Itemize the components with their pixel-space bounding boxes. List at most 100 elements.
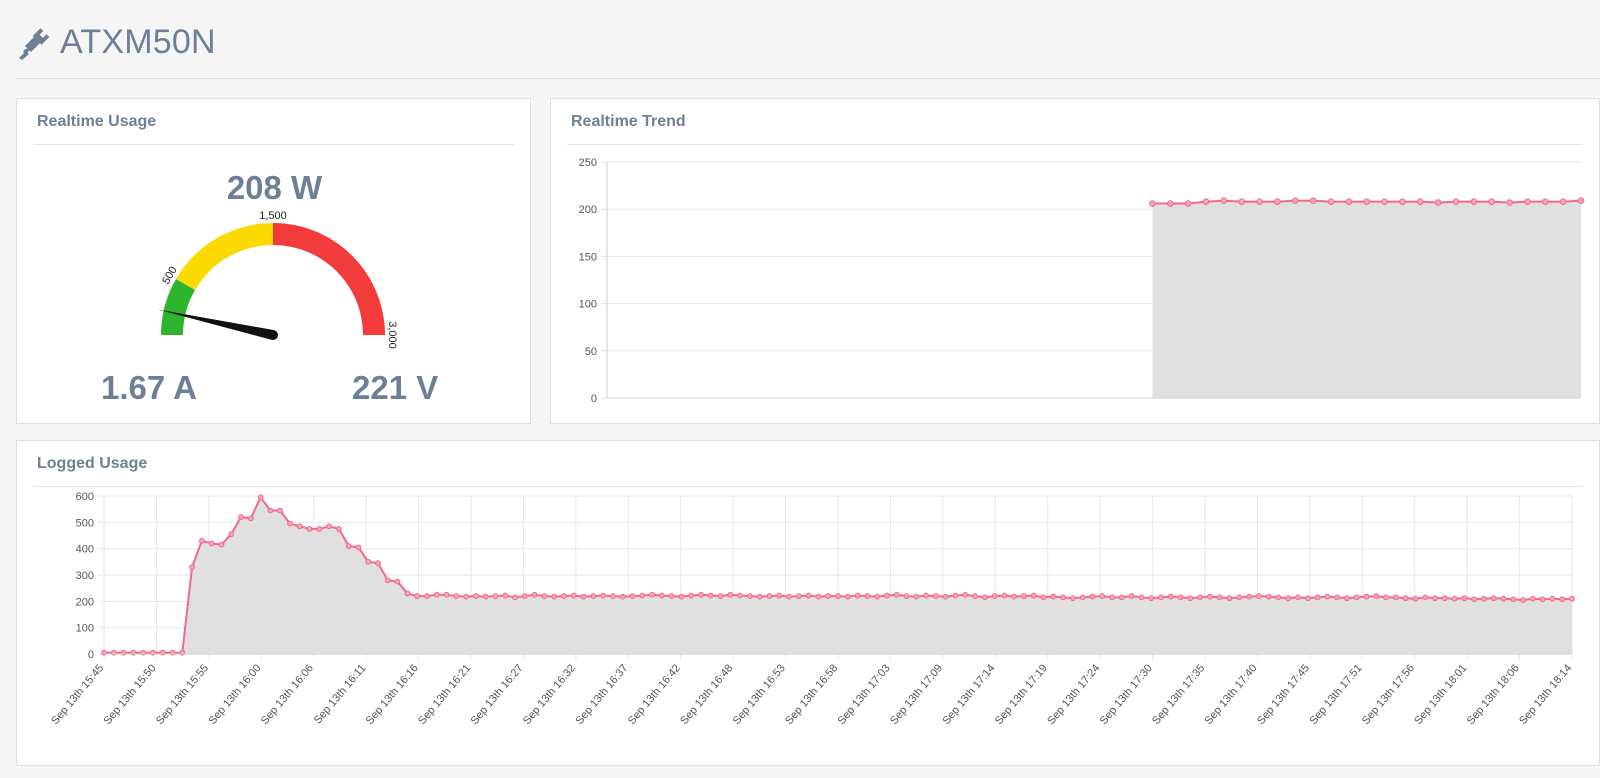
data-point: [590, 593, 597, 599]
data-point: [1001, 592, 1008, 599]
data-point: [1295, 594, 1301, 601]
header-divider: [16, 78, 1600, 79]
data-point: [727, 591, 734, 598]
voltage-reading: 221 V: [352, 369, 439, 406]
data-point: [1246, 593, 1252, 600]
data-point: [795, 593, 802, 599]
data-point: [424, 593, 430, 599]
logged-usage-panel: Logged Usage 0 100 200 300 400 500 600 Sep 13th…: [16, 440, 1600, 766]
data-point: [756, 593, 763, 600]
data-point: [835, 593, 841, 599]
data-point: [1334, 594, 1341, 601]
y-tick-label: 500: [76, 517, 94, 529]
x-tick-label: Sep 13th 16:21: [416, 662, 473, 727]
data-point: [238, 514, 244, 520]
data-point: [375, 560, 381, 567]
data-point: [1148, 595, 1155, 602]
data-point: [1089, 593, 1096, 600]
data-point: [1422, 594, 1429, 601]
data-point: [1432, 595, 1438, 602]
data-point: [287, 520, 293, 527]
data-point: [658, 592, 665, 599]
data-point: [1206, 593, 1213, 600]
gauge-band: [273, 223, 385, 335]
data-point: [923, 592, 929, 599]
x-tick-label: Sep 13th 16:00: [206, 662, 263, 727]
data-point: [629, 593, 636, 599]
data-point: [453, 593, 460, 599]
x-tick-label: Sep 13th 16:37: [573, 662, 630, 727]
data-point: [1109, 594, 1115, 601]
data-point: [1226, 595, 1233, 602]
data-point: [1506, 199, 1513, 206]
data-point: [825, 593, 832, 599]
gauge-tick-label: 3,000: [386, 321, 398, 349]
data-point: [1177, 594, 1184, 601]
data-point: [561, 593, 567, 599]
data-point: [707, 592, 714, 599]
data-point: [854, 592, 861, 599]
data-point: [1524, 198, 1531, 205]
data-point: [1060, 594, 1066, 601]
panel-title: Realtime Trend: [571, 113, 686, 130]
data-point: [942, 593, 949, 600]
data-point: [893, 591, 900, 598]
data-point: [492, 593, 499, 599]
data-point: [306, 526, 313, 532]
series-area: [1152, 200, 1581, 398]
x-tick-label: Sep 13th 16:27: [469, 662, 526, 727]
data-point: [443, 591, 450, 598]
realtime-trend-chart: 0 50 100 150 200 250: [579, 157, 1585, 405]
data-point: [903, 593, 910, 599]
data-point: [1363, 593, 1370, 600]
realtime-trend-panel: Realtime Trend 0 50 100 150 200 250: [550, 98, 1600, 424]
data-point: [619, 593, 626, 600]
data-point: [717, 593, 724, 599]
data-point: [394, 578, 401, 585]
x-tick-label: Sep 13th 15:55: [154, 662, 211, 727]
x-tick-label: Sep 13th 16:11: [312, 662, 369, 726]
data-point: [1011, 593, 1018, 600]
data-point: [1158, 594, 1164, 601]
data-point: [521, 593, 528, 599]
data-point: [786, 593, 792, 600]
data-point: [981, 594, 988, 601]
data-point: [884, 592, 890, 599]
data-point: [972, 593, 978, 599]
data-point: [1500, 595, 1507, 602]
data-point: [864, 593, 871, 599]
data-point: [1291, 197, 1299, 205]
data-point: [1541, 198, 1549, 205]
data-point: [1490, 595, 1497, 602]
gauge-needle: [157, 309, 275, 340]
x-tick-label: Sep 13th 17:19: [993, 662, 1050, 727]
data-point: [1184, 200, 1192, 207]
data-point: [698, 591, 704, 598]
data-point: [463, 593, 470, 600]
y-tick-label: 150: [579, 251, 597, 263]
x-tick-label: Sep 13th 16:42: [626, 662, 683, 727]
data-point: [1345, 198, 1353, 205]
data-point: [1197, 594, 1204, 601]
data-point: [1441, 595, 1448, 602]
data-point: [257, 494, 264, 501]
y-tick-label: 200: [579, 204, 597, 216]
data-point: [198, 537, 205, 544]
data-point: [1265, 593, 1272, 600]
x-tick-label: Sep 13th 16:32: [521, 662, 578, 727]
y-tick-label: 100: [579, 299, 597, 311]
data-point: [1324, 593, 1331, 600]
data-point: [1399, 198, 1406, 205]
data-point: [1166, 200, 1174, 207]
x-tick-label: Sep 13th 18:06: [1465, 662, 1522, 727]
y-tick-label: 100: [76, 623, 94, 635]
data-point: [1461, 595, 1468, 602]
data-point: [649, 591, 655, 598]
data-point: [472, 593, 479, 599]
current-reading: 1.67 A: [101, 369, 198, 406]
data-point: [1569, 595, 1575, 602]
data-point: [1520, 597, 1526, 603]
data-point: [326, 523, 332, 530]
data-point: [678, 593, 685, 600]
